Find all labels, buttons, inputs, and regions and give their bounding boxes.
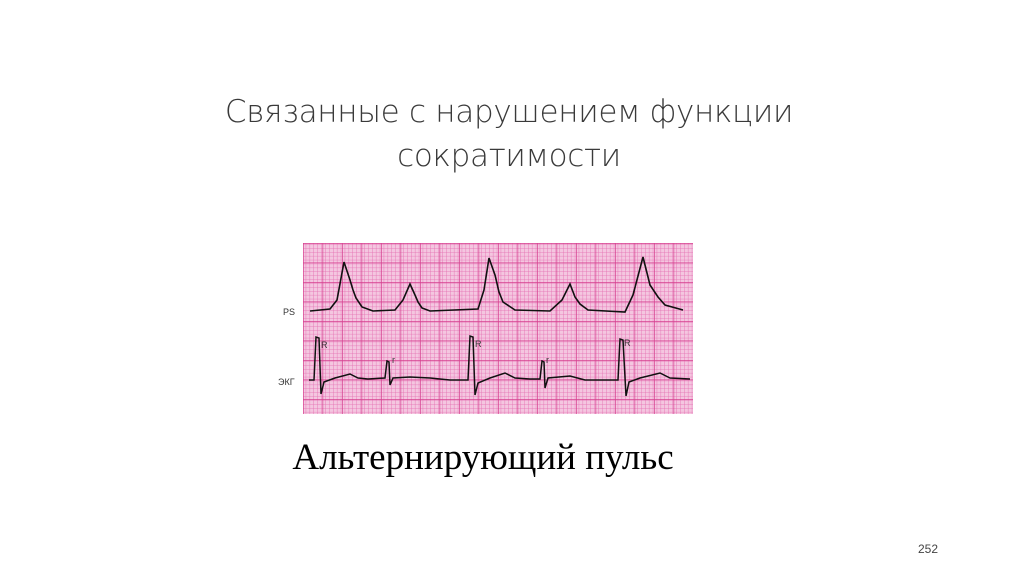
title-line-2: сократимости (397, 138, 621, 174)
beat-label: R (475, 339, 482, 349)
pulse-trace (309, 256, 684, 313)
slide-subtitle: Альтернирующий пульс (292, 437, 674, 478)
slide-title: Связанные с нарушением функции сократимо… (0, 90, 1018, 178)
page-number: 252 (918, 542, 939, 556)
pulse-label: PS (283, 307, 295, 317)
beat-label: R (624, 338, 631, 348)
beat-label: r (546, 355, 549, 365)
title-line-1: Связанные с нарушением функции (224, 94, 794, 130)
ecg-grid (303, 243, 693, 414)
ecg-trace (309, 334, 691, 397)
ecg-label: ЭКГ (278, 377, 295, 387)
beat-label: r (392, 355, 395, 365)
beat-label: R (321, 340, 328, 350)
